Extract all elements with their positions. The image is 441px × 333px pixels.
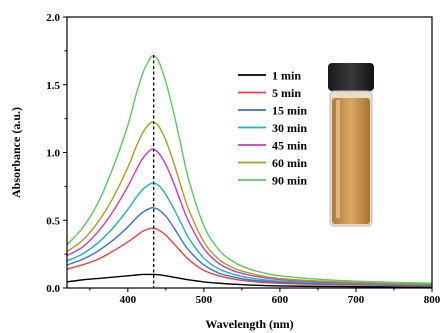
plot-frame (66, 16, 433, 289)
vial-cap (328, 63, 374, 91)
series-line-1 (66, 227, 433, 287)
series-line-6 (66, 55, 433, 284)
series-line-5 (66, 121, 433, 285)
legend-label-0: 1 min (272, 69, 301, 83)
legend-label-5: 60 min (272, 156, 307, 170)
y-tick-label: 2.0 (46, 12, 60, 24)
x-tick-label: 800 (424, 294, 441, 306)
legend: 1 min 5 min 15 min 30 min 45 min 60 min 90 min (238, 69, 307, 188)
vial-liquid (332, 98, 370, 224)
x-tick-label: 700 (348, 294, 365, 306)
x-tick-label: 600 (272, 294, 289, 306)
series-line-2 (66, 206, 433, 286)
vial-photo (328, 63, 374, 227)
y-tick-label: 1.5 (46, 80, 60, 92)
legend-label-2: 15 min (272, 104, 307, 118)
legend-label-1: 5 min (272, 86, 301, 100)
legend-label-3: 30 min (272, 121, 307, 135)
x-tick-label: 500 (196, 294, 213, 306)
y-axis-title: Absorbance (a.u.) (9, 107, 23, 198)
axes: 400 500 600 700 800 0.0 0.5 1.0 1.5 2.0 Wavelength… (9, 12, 441, 331)
x-tick-label: 400 (120, 294, 137, 306)
y-tick-label: 0.0 (46, 283, 60, 295)
legend-label-4: 45 min (272, 139, 307, 153)
x-axis-title: Wavelength (nm) (205, 317, 293, 331)
series-line-0 (66, 273, 433, 288)
series-line-3 (66, 182, 433, 286)
plot-area (66, 54, 433, 288)
legend-label-6: 90 min (272, 174, 307, 188)
series-line-4 (66, 148, 433, 286)
y-tick-label: 1.0 (46, 148, 60, 160)
vial-highlight (336, 100, 340, 218)
y-tick-label: 0.5 (46, 215, 60, 227)
